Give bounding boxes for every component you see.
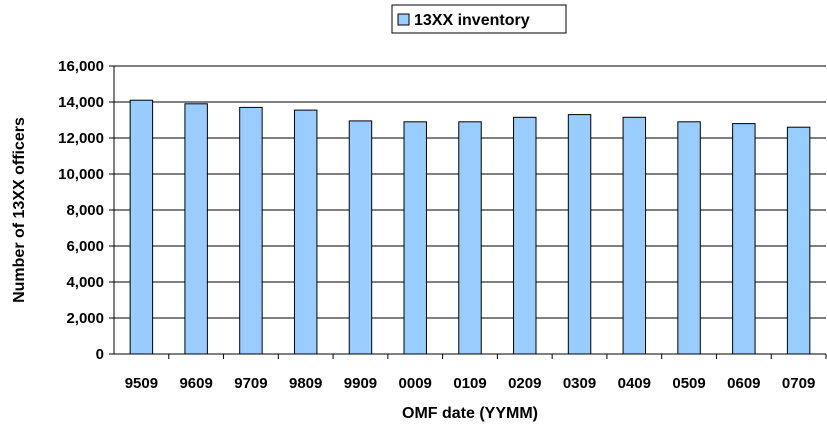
- x-tick-labels: 9509 9609 9709 9809 9909 0009 0109 0209 0309 0409…: [125, 354, 827, 392]
- y-axis-title: Number of 13XX officers: [11, 117, 28, 303]
- y-tick-label: 4,000: [66, 274, 104, 291]
- x-tick-label: 9609: [179, 375, 212, 392]
- y-tick-label: 6,000: [66, 238, 104, 255]
- y-tick-label: 2,000: [66, 310, 104, 327]
- x-tick-label: 0509: [672, 375, 705, 392]
- bar-9909: [348, 120, 373, 355]
- x-axis-title: OMF date (YYMM): [402, 405, 538, 422]
- legend: 13XX inventory: [391, 4, 567, 34]
- x-tick-label: 9809: [289, 375, 322, 392]
- x-tick-label: 0709: [782, 375, 815, 392]
- legend-label: 13XX inventory: [414, 12, 530, 29]
- bar-0009: [403, 121, 427, 355]
- bar-0309: [567, 114, 592, 355]
- y-tick-label: 0: [96, 346, 104, 363]
- bar-0709: [786, 126, 811, 355]
- y-tick-label: 12,000: [58, 130, 104, 147]
- x-tick-label: 0309: [563, 375, 596, 392]
- bar-0109: [458, 121, 482, 355]
- x-tick-label: 0109: [453, 375, 486, 392]
- x-tick-label: 0209: [508, 375, 541, 392]
- bar-9509: [129, 99, 154, 355]
- bars: [129, 99, 811, 355]
- y-tick-labels: 0 2,000 4,000 6,000 8,000 10,000 12,000 14,000 1…: [58, 58, 114, 363]
- bar-9609: [184, 103, 208, 355]
- bar-0509: [677, 121, 701, 355]
- legend-swatch: [397, 13, 410, 26]
- x-tick-label: 0409: [618, 375, 651, 392]
- x-tick-label: 9709: [234, 375, 267, 392]
- x-tick-label: 0609: [727, 375, 760, 392]
- y-tick-label: 16,000: [58, 58, 104, 75]
- bar-9709: [239, 106, 263, 355]
- x-tick-label: 9909: [344, 375, 377, 392]
- x-tick-label: 0009: [399, 375, 432, 392]
- legend-box: [391, 4, 567, 34]
- bar-9809: [293, 109, 318, 355]
- y-tick-label: 10,000: [58, 166, 104, 183]
- bar-0409: [622, 116, 647, 355]
- x-tick-label: 9509: [125, 375, 158, 392]
- y-tick-label: 14,000: [58, 94, 104, 111]
- bar-0609: [732, 123, 756, 355]
- bar-0209: [513, 116, 537, 355]
- y-tick-label: 8,000: [66, 202, 104, 219]
